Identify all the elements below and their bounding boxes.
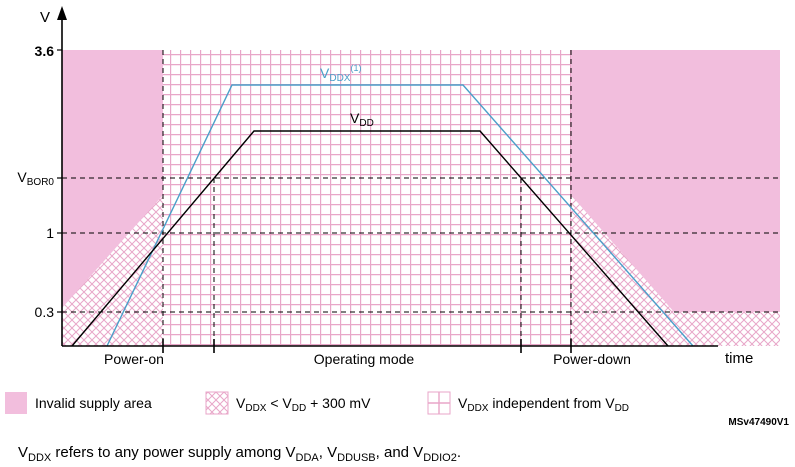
vdd-curve <box>71 130 669 347</box>
phase-power-on: Power-on <box>104 351 164 367</box>
vddx-curve <box>106 84 694 347</box>
x-axis-label: time <box>725 350 753 367</box>
phase-operating: Operating mode <box>314 351 415 367</box>
legend-label-invalid: Invalid supply area <box>35 395 152 411</box>
legend-label-hatch: VDDX < VDD + 300 mV <box>236 395 371 414</box>
vddx-lt-vdd-area-right <box>571 195 780 346</box>
footnote: VDDX refers to any power supply among VD… <box>18 444 461 464</box>
ytick-label-03: 0.3 <box>35 304 55 320</box>
ytick-label-1: 1 <box>46 225 54 241</box>
y-axis-label: V <box>40 9 50 26</box>
independent-supply-area <box>163 50 571 346</box>
legend-swatch-invalid <box>5 392 27 414</box>
phase-power-down: Power-down <box>553 351 631 367</box>
y-axis-arrow <box>57 6 67 20</box>
legend-label-grid: VDDX independent from VDD <box>458 395 629 414</box>
power-supply-diagram: V time 3.6 VBOR0 1 0.3 VDDX(1) VDD Power… <box>5 6 780 415</box>
vdd-label: VDD <box>350 110 374 129</box>
ytick-label-bor: VBOR0 <box>17 169 54 188</box>
legend-swatch-hatch <box>205 391 229 415</box>
vddx-label: VDDX(1) <box>320 63 361 84</box>
legend-swatch-grid-lines <box>428 392 450 414</box>
ytick-label-36: 3.6 <box>35 43 55 59</box>
reference-code: MSv47490V1 <box>728 417 789 428</box>
